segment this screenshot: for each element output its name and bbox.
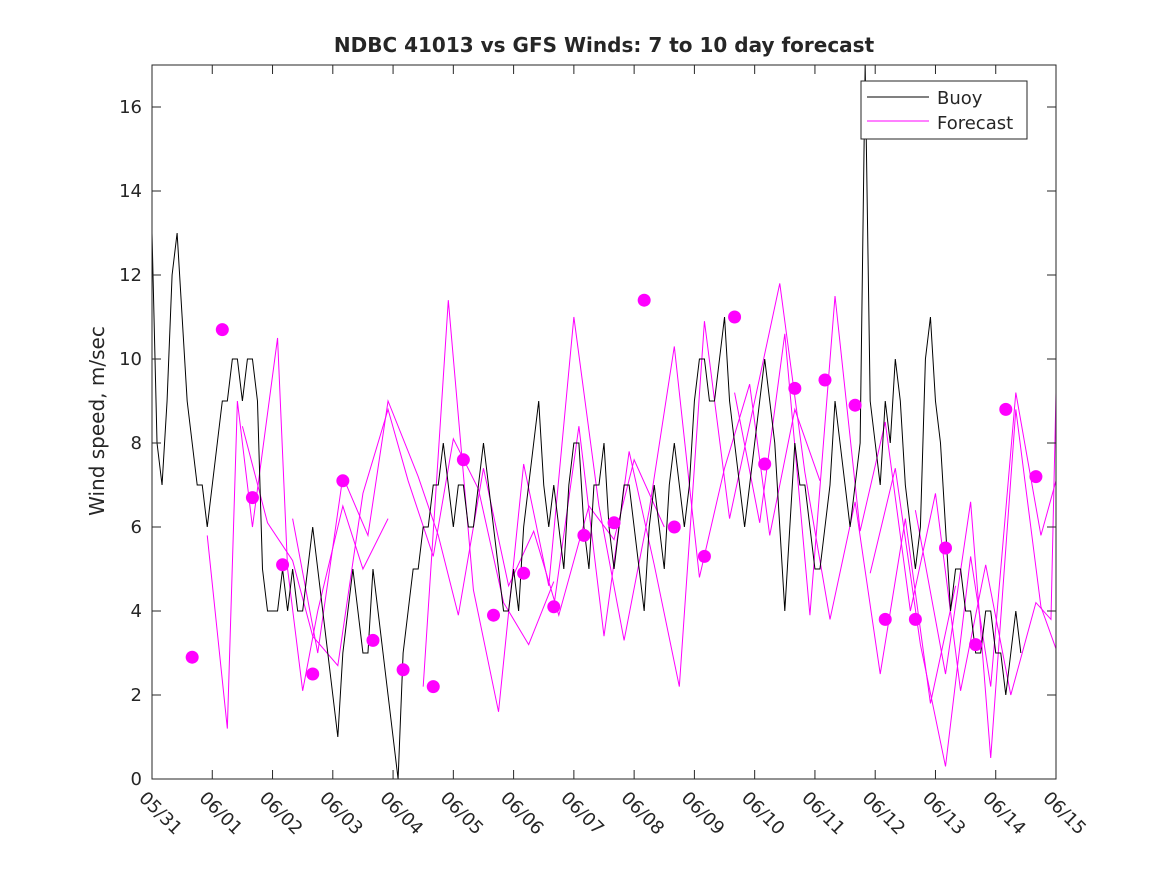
- forecast-point: [788, 381, 802, 395]
- forecast-point: [848, 398, 862, 412]
- forecast-run-line: [206, 337, 389, 729]
- x-tick-label: 06/06: [496, 788, 548, 840]
- forecast-point: [637, 293, 651, 307]
- forecast-point: [366, 633, 380, 647]
- x-tick-label: 06/15: [1038, 788, 1090, 840]
- x-tick-label: 06/10: [737, 788, 789, 840]
- forecast-point: [969, 638, 983, 652]
- y-tick-label: 6: [131, 517, 142, 538]
- forecast-run-line: [869, 392, 1056, 767]
- legend-box: [860, 80, 1028, 140]
- legend: Buoy Forecast: [860, 80, 1028, 140]
- forecast-point: [276, 558, 290, 572]
- x-tick-label: 06/01: [195, 788, 247, 840]
- x-tick-label: 06/04: [376, 788, 428, 840]
- x-tick-label: 06/03: [315, 788, 367, 840]
- forecast-point: [215, 323, 229, 337]
- forecast-point: [426, 680, 440, 694]
- forecast-run-line: [292, 399, 665, 654]
- buoy-series-line: [152, 65, 1022, 779]
- forecast-point: [577, 528, 591, 542]
- x-axis: 05/31 06/01 06/02 06/03 06/04 06/05 06/06 06/07…: [134, 65, 1090, 839]
- y-tick-label: 4: [131, 601, 142, 622]
- forecast-point: [517, 566, 531, 580]
- forecast-run-line: [914, 409, 1056, 759]
- forecast-point: [456, 453, 470, 467]
- forecast-point: [908, 612, 922, 626]
- forecast-run-line: [241, 407, 555, 667]
- forecast-point: [697, 549, 711, 563]
- y-tick-label: 0: [131, 769, 142, 790]
- x-tick-label: 06/08: [617, 788, 669, 840]
- legend-forecast-label: Forecast: [937, 113, 1013, 134]
- x-tick-label: 06/02: [255, 788, 307, 840]
- y-tick-label: 8: [131, 433, 142, 454]
- x-tick-label: 05/31: [134, 788, 186, 840]
- forecast-point: [939, 541, 953, 555]
- y-axis-label: Wind speed, m/sec: [85, 326, 109, 516]
- x-tick-label: 06/13: [918, 788, 970, 840]
- forecast-dots: [185, 293, 1043, 694]
- forecast-point: [999, 402, 1013, 416]
- forecast-lines: [206, 283, 1056, 767]
- y-tick-label: 14: [119, 181, 142, 202]
- y-tick-label: 2: [131, 685, 142, 706]
- forecast-run-line: [422, 300, 821, 712]
- buoy-line: [152, 65, 1022, 779]
- forecast-point: [245, 491, 259, 505]
- y-tick-label: 16: [119, 97, 142, 118]
- forecast-point: [607, 516, 621, 530]
- forecast-run-line: [553, 283, 957, 704]
- x-tick-label: 06/07: [556, 788, 608, 840]
- forecast-point: [336, 474, 350, 488]
- forecast-point: [396, 663, 410, 677]
- y-tick-label: 10: [119, 349, 142, 370]
- y-tick-label: 12: [119, 265, 142, 286]
- forecast-point: [728, 310, 742, 324]
- forecast-point: [667, 520, 681, 534]
- x-tick-label: 06/14: [978, 788, 1030, 840]
- legend-buoy-label: Buoy: [937, 88, 983, 109]
- x-tick-label: 06/11: [797, 788, 849, 840]
- forecast-point: [547, 600, 561, 614]
- chart-title: NDBC 41013 vs GFS Winds: 7 to 10 day for…: [334, 33, 875, 57]
- x-tick-label: 06/09: [677, 788, 729, 840]
- forecast-point: [878, 612, 892, 626]
- y-axis: 0 2 4 6 8 10 12 14 16: [119, 97, 1056, 790]
- x-tick-label: 06/05: [436, 788, 488, 840]
- forecast-point: [306, 667, 320, 681]
- forecast-point: [1029, 470, 1043, 484]
- forecast-point: [758, 457, 772, 471]
- forecast-point: [818, 373, 832, 387]
- plot-frame: [151, 64, 1057, 780]
- x-tick-label: 06/12: [858, 788, 910, 840]
- forecast-run-line: [734, 295, 1056, 696]
- forecast-point: [487, 608, 501, 622]
- forecast-point: [185, 650, 199, 664]
